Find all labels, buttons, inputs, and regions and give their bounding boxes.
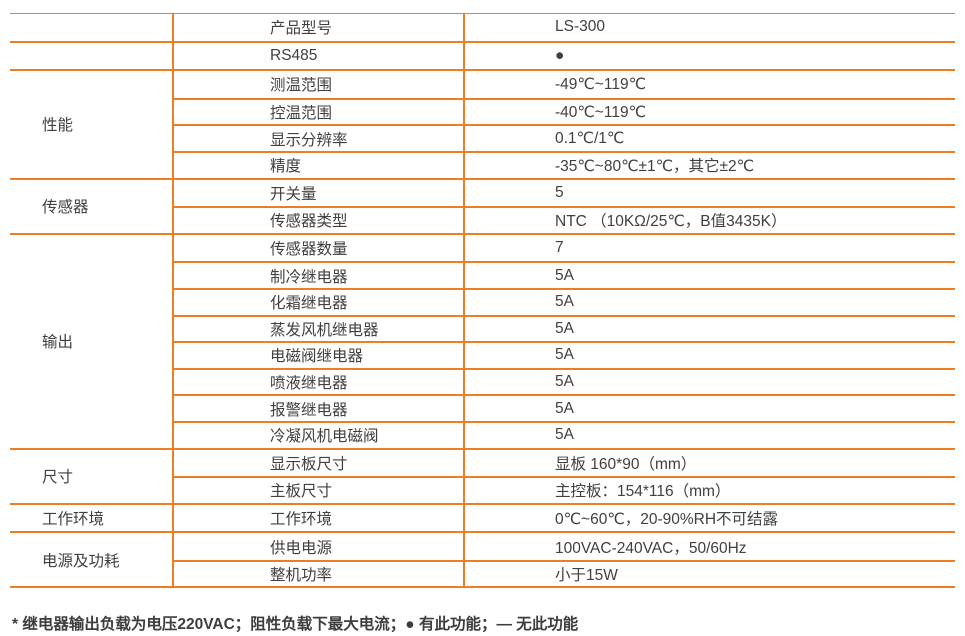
- param-cell: 制冷继电器: [174, 263, 465, 288]
- table-row: 喷液继电器 5A: [174, 367, 955, 395]
- table-row: 工作环境 0℃~60℃，20-90%RH不可结露: [174, 504, 955, 532]
- table-row: 精度 -35℃~80℃±1℃，其它±2℃: [174, 150, 955, 178]
- value-cell: -35℃~80℃±1℃，其它±2℃: [555, 158, 755, 176]
- value-cell: 100VAC-240VAC，50/60Hz: [555, 539, 747, 557]
- value-cell: ●: [555, 46, 565, 64]
- table-row: 传感器类型 NTC （10KΩ/25℃，B值3435K）: [174, 206, 955, 233]
- param-cell: 传感器类型: [174, 208, 465, 233]
- section-product-model: 产品型号 LS-300: [10, 14, 955, 41]
- param-cell: 电磁阀继电器: [174, 343, 465, 368]
- param-cell: 工作环境: [174, 504, 465, 532]
- param-cell: 主板尺寸: [174, 478, 465, 503]
- param-cell: 显示分辨率: [174, 126, 465, 151]
- table-row: 化霜继电器 5A: [174, 287, 955, 315]
- value-cell: -40℃~119℃: [555, 103, 646, 121]
- table-row: 控温范围 -40℃~119℃: [174, 97, 955, 125]
- section-environment: 工作环境 工作环境 0℃~60℃，20-90%RH不可结露: [10, 502, 955, 532]
- table-row: 供电电源 100VAC-240VAC，50/60Hz: [174, 533, 955, 560]
- section-performance: 性能 测温范围 -49℃~119℃ 控温范围 -40℃~119℃ 显示分辨率 0…: [10, 69, 955, 178]
- param-cell: 喷液继电器: [174, 369, 465, 395]
- param-cell: 蒸发风机继电器: [174, 316, 465, 342]
- value-cell: 5A: [555, 426, 574, 444]
- param-cell: 开关量: [174, 179, 465, 207]
- table-row: 显示板尺寸 显板 160*90（mm）: [174, 449, 955, 477]
- param-cell: 测温范围: [174, 71, 465, 98]
- value-cell: 5A: [555, 399, 574, 417]
- param-cell: 报警继电器: [174, 396, 465, 421]
- section-power: 电源及功耗 供电电源 100VAC-240VAC，50/60Hz 整机功率 小于…: [10, 531, 955, 587]
- param-cell: RS485: [174, 42, 465, 70]
- table-row: 开关量 5: [174, 179, 955, 207]
- param-cell: 产品型号: [174, 14, 465, 41]
- table-row: RS485 ●: [174, 42, 955, 70]
- table-row: 主板尺寸 主控板：154*116（mm）: [174, 476, 955, 503]
- param-cell: 控温范围: [174, 99, 465, 125]
- table-row: 传感器数量 7: [174, 234, 955, 262]
- value-cell: 显板 160*90（mm）: [555, 455, 697, 473]
- footnote: * 继电器输出负载为电压220VAC；阻性负载下最大电流；● 有此功能；— 无此…: [12, 616, 579, 634]
- value-cell: NTC （10KΩ/25℃，B值3435K）: [555, 213, 787, 231]
- section-sensor: 传感器 开关量 5 传感器类型 NTC （10KΩ/25℃，B值3435K）: [10, 177, 955, 233]
- category-cell: 传感器: [10, 179, 174, 233]
- category-cell: 电源及功耗: [10, 533, 174, 587]
- value-cell: LS-300: [555, 18, 605, 36]
- value-cell: 5A: [555, 373, 574, 391]
- spec-table: 产品型号 LS-300 RS485 ● 性能 测温范围 -49℃~119℃ 控温…: [10, 13, 955, 589]
- value-cell: -49℃~119℃: [555, 75, 646, 93]
- category-cell: [10, 14, 174, 41]
- table-row: 蒸发风机继电器 5A: [174, 314, 955, 342]
- table-row: 产品型号 LS-300: [174, 14, 955, 41]
- value-cell: 0℃~60℃，20-90%RH不可结露: [555, 510, 779, 528]
- table-row: 整机功率 小于15W: [174, 559, 955, 587]
- table-row: 显示分辨率 0.1℃/1℃: [174, 124, 955, 151]
- param-cell: 供电电源: [174, 533, 465, 560]
- param-cell: 精度: [174, 152, 465, 178]
- category-cell: [10, 42, 174, 70]
- value-cell: 5A: [555, 293, 574, 311]
- param-cell: 化霜继电器: [174, 289, 465, 315]
- value-cell: 5A: [555, 266, 574, 284]
- category-cell: 工作环境: [10, 504, 174, 532]
- table-row: 报警继电器 5A: [174, 394, 955, 421]
- table-row: 冷凝风机电磁阀 5A: [174, 420, 955, 448]
- value-cell: 5A: [555, 319, 574, 337]
- section-dimensions: 尺寸 显示板尺寸 显板 160*90（mm） 主板尺寸 主控板：154*116（…: [10, 447, 955, 503]
- table-row: 测温范围 -49℃~119℃: [174, 71, 955, 98]
- value-cell: 小于15W: [555, 567, 618, 585]
- table-row: 制冷继电器 5A: [174, 261, 955, 288]
- section-rs485: RS485 ●: [10, 40, 955, 70]
- value-cell: 5A: [555, 346, 574, 364]
- category-cell: 输出: [10, 234, 174, 448]
- param-cell: 冷凝风机电磁阀: [174, 422, 465, 448]
- category-cell: 尺寸: [10, 449, 174, 503]
- value-cell: 0.1℃/1℃: [555, 130, 625, 148]
- table-row: 电磁阀继电器 5A: [174, 341, 955, 368]
- value-cell: 5: [555, 183, 564, 201]
- param-cell: 显示板尺寸: [174, 449, 465, 477]
- category-cell: 性能: [10, 71, 174, 178]
- section-output: 输出 传感器数量 7 制冷继电器 5A 化霜继电器 5A 蒸发风机继电器 5A …: [10, 232, 955, 448]
- value-cell: 7: [555, 239, 564, 257]
- param-cell: 传感器数量: [174, 234, 465, 262]
- value-cell: 主控板：154*116（mm）: [555, 483, 731, 501]
- param-cell: 整机功率: [174, 561, 465, 587]
